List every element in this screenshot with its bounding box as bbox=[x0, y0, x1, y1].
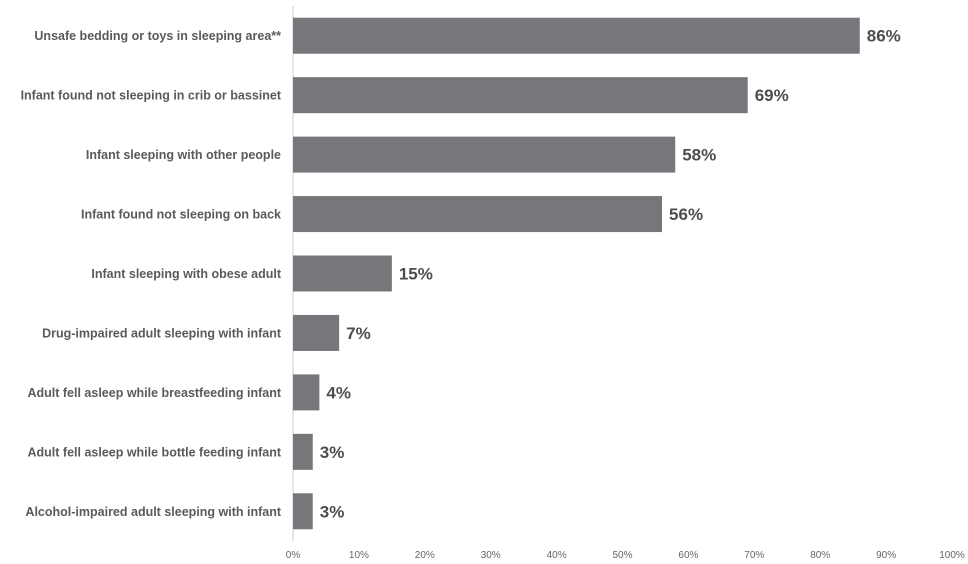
data-labels-group: 86% 69% 58% 56% 15% 7% 4% 3% 3% bbox=[320, 27, 901, 522]
data-label: 4% bbox=[326, 383, 351, 402]
data-label: 3% bbox=[320, 502, 345, 521]
x-tick-label: 40% bbox=[547, 550, 567, 561]
x-tick-label: 70% bbox=[744, 550, 764, 561]
x-tick-label: 80% bbox=[810, 550, 830, 561]
x-tick-label: 30% bbox=[481, 550, 501, 561]
x-tick-label: 0% bbox=[286, 550, 301, 561]
data-label: 86% bbox=[867, 27, 901, 46]
category-label: Unsafe bedding or toys in sleeping area*… bbox=[34, 29, 281, 43]
bar bbox=[293, 136, 676, 173]
bar bbox=[293, 433, 313, 470]
x-tick-label: 50% bbox=[612, 550, 632, 561]
bar bbox=[293, 196, 663, 233]
x-axis-ticks-group: 0% 10% 20% 30% 40% 50% 60% 70% 80% 90% 100% bbox=[286, 550, 965, 561]
x-tick-label: 10% bbox=[349, 550, 369, 561]
category-label: Infant found not sleeping in crib or bas… bbox=[21, 89, 282, 103]
category-label: Alcohol-impaired adult sleeping with inf… bbox=[25, 505, 281, 519]
bar bbox=[293, 314, 340, 351]
x-tick-label: 90% bbox=[876, 550, 896, 561]
data-label: 3% bbox=[320, 443, 345, 462]
category-label: Infant sleeping with obese adult bbox=[91, 267, 281, 281]
bar bbox=[293, 255, 392, 292]
bar bbox=[293, 493, 313, 530]
data-label: 58% bbox=[682, 146, 716, 165]
category-labels-group: Unsafe bedding or toys in sleeping area*… bbox=[21, 29, 282, 519]
x-tick-label: 60% bbox=[678, 550, 698, 561]
category-label: Adult fell asleep while bottle feeding i… bbox=[28, 445, 282, 459]
x-tick-label: 100% bbox=[939, 550, 965, 561]
data-label: 56% bbox=[669, 205, 703, 224]
bar bbox=[293, 77, 748, 114]
data-label: 7% bbox=[346, 324, 371, 343]
category-label: Adult fell asleep while breastfeeding in… bbox=[27, 386, 281, 400]
bar bbox=[293, 374, 320, 411]
data-label: 15% bbox=[399, 265, 433, 284]
bars-group bbox=[293, 17, 860, 530]
category-label: Infant found not sleeping on back bbox=[81, 208, 281, 222]
x-tick-label: 20% bbox=[415, 550, 435, 561]
bar bbox=[293, 17, 860, 54]
category-label: Drug-impaired adult sleeping with infant bbox=[42, 326, 282, 340]
category-label: Infant sleeping with other people bbox=[86, 148, 281, 162]
data-label: 69% bbox=[755, 86, 789, 105]
